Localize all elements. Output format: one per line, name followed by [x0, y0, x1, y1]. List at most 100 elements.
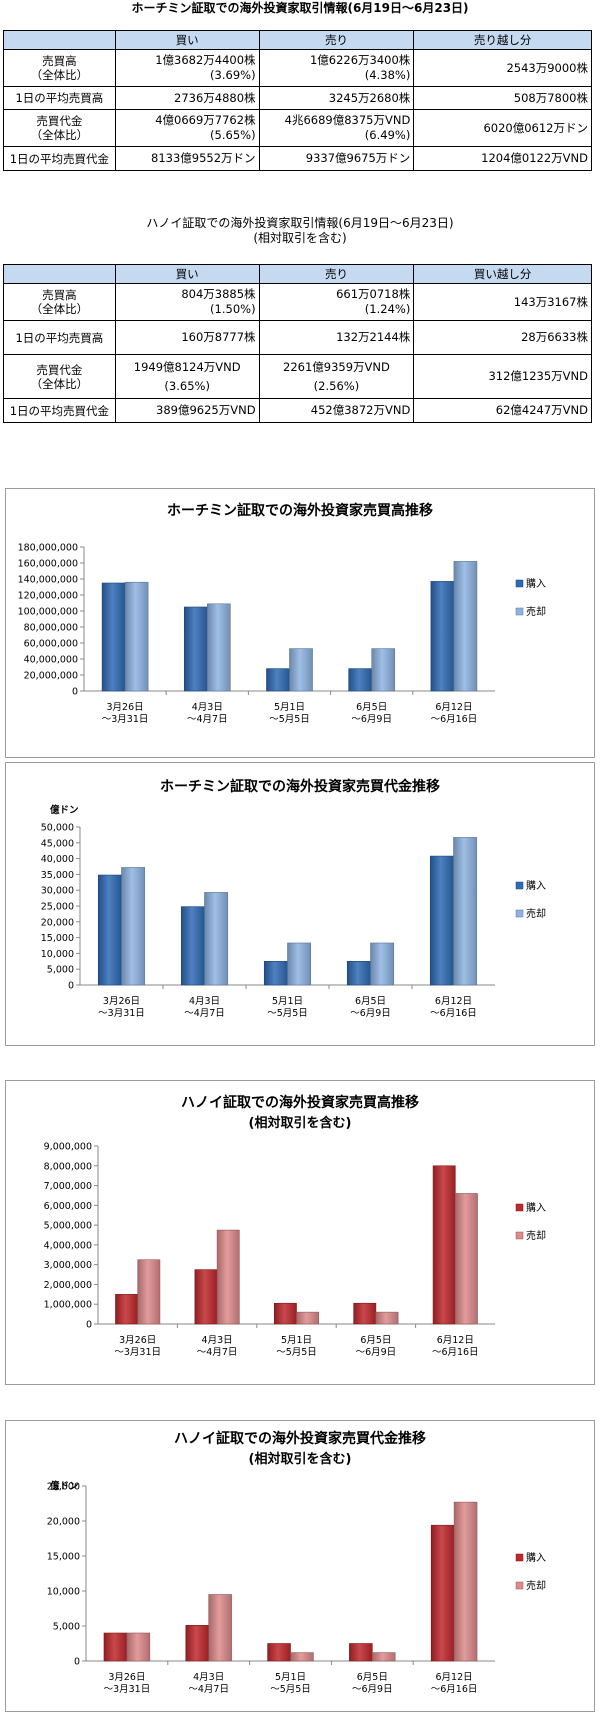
x-tick-label: 6月5日 — [360, 1335, 391, 1346]
bar-sell — [207, 603, 231, 692]
legend-swatch-sell — [515, 1581, 524, 1590]
bar-sell — [371, 1652, 396, 1662]
sell-ratio: (6.49%) — [364, 128, 411, 142]
x-tick-label: 4月3日 — [189, 996, 220, 1007]
row-label-text: 売買高 — [42, 288, 77, 302]
y-tick-label: 80,000,000 — [24, 623, 78, 634]
legend-label: 売却 — [526, 1579, 546, 1592]
header-cell: 買い越し分 — [413, 264, 592, 284]
buy-ratio: (1.50%) — [210, 302, 256, 316]
legend-swatch-sell — [515, 1231, 524, 1240]
legend-label: 売却 — [526, 907, 546, 920]
chart-title: ホーチミン証取での海外投資家売買代金推移 — [160, 778, 440, 795]
buy-value: 1億3682万4400株 — [155, 53, 256, 67]
x-tick-label: ～6月16日 — [432, 1347, 479, 1358]
sell-value: 4兆6689億8375万VND — [284, 113, 411, 127]
y-tick-label: 10,000 — [41, 949, 74, 960]
chart-panel-hcm-volume: ホーチミン証取での海外投資家売買高推移 0 20,000,000 40,000,000… — [5, 488, 595, 758]
buy-ratio: (5.65%) — [210, 128, 256, 142]
y-tick-label: 3,000,000 — [44, 1260, 92, 1271]
y-tick-label: 5,000 — [47, 965, 74, 976]
legend-swatch-sell — [515, 909, 524, 918]
bar-sell — [370, 942, 395, 986]
bar-sell — [287, 942, 312, 986]
net-cell: 1204億0122万VND — [413, 146, 592, 171]
y-tick-label: 50,000 — [41, 823, 74, 834]
bar-buy — [353, 1302, 377, 1325]
x-tick-label: 6月12日 — [437, 1335, 474, 1346]
chart-title: ハノイ証取での海外投資家売買代金推移 — [174, 1430, 426, 1447]
y-tick-label: 0 — [72, 687, 78, 698]
row-label-text: 売買代金 — [36, 114, 83, 128]
x-tick-label: ～3月31日 — [114, 1347, 161, 1358]
bar-buy — [346, 961, 371, 986]
bar-sell — [375, 1311, 399, 1325]
x-tick-label: ～6月16日 — [431, 1684, 478, 1695]
y-tick-label: 100,000,000 — [18, 607, 78, 618]
y-tick-label: 0 — [86, 1320, 92, 1331]
table-row: 売買高 （全体比） 1億3682万4400株 (3.69%) 1億6226万3400… — [3, 49, 592, 87]
row-label: 1日の平均売買高 — [3, 320, 116, 355]
bar-buy — [348, 668, 372, 692]
sell-cell: 661万0718株 (1.24%) — [258, 283, 415, 321]
hn-table-title-line2: (相対取引を含む) — [253, 231, 347, 245]
bar-sell — [454, 1193, 478, 1325]
chart-panel-hcm-value: ホーチミン証取での海外投資家売買代金推移 億ドン 0 5,000 10,000 15,00… — [5, 762, 595, 1046]
buy-value: 804万3885株 — [181, 287, 256, 301]
sell-ratio: (4.38%) — [364, 68, 411, 82]
hn-table: 買い 売り 買い越し分 売買高 （全体比） 804万3885株 (1.50%) 66… — [3, 264, 592, 423]
row-label: 売買代金 （全体比） — [3, 109, 116, 147]
y-unit-label: 億ドン — [50, 1480, 79, 1492]
y-tick-label: 4,000,000 — [44, 1240, 92, 1251]
buy-ratio: (3.65%) — [164, 378, 210, 393]
net-cell: 28万6633株 — [413, 320, 592, 355]
row-label: 売買代金 （全体比） — [3, 354, 116, 399]
chart-title: ハノイ証取での海外投資家売買高推移 — [181, 1094, 419, 1111]
net-cell: 312億1235万VND — [413, 354, 592, 399]
legend-swatch-buy — [515, 579, 524, 588]
x-tick-label: 4月3日 — [202, 1335, 233, 1346]
buy-cell: 1949億8124万VND (3.65%) — [114, 354, 260, 399]
x-tick-label: ～4月7日 — [197, 1347, 238, 1358]
y-tick-label: 40,000,000 — [24, 655, 78, 666]
hcm-volume-chart: ホーチミン証取での海外投資家売買高推移 0 20,000,000 40,000,000… — [18, 502, 546, 725]
legend-label: 購入 — [526, 1201, 546, 1214]
bar-sell — [290, 1652, 314, 1662]
bar-buy — [429, 855, 454, 986]
legend-swatch-sell — [515, 607, 524, 616]
row-label-sub: （全体比） — [30, 68, 89, 82]
hn-table-title-line1: ハノイ証取での海外投資家取引情報(6月19日～6月23日) — [146, 216, 454, 230]
y-tick-label: 40,000 — [41, 854, 74, 865]
legend-label: 購入 — [526, 1551, 546, 1564]
x-tick-label: 4月3日 — [193, 1672, 224, 1683]
y-tick-label: 7,000,000 — [44, 1181, 92, 1192]
bar-sell — [216, 1229, 240, 1325]
bar-sell — [453, 837, 478, 986]
legend-swatch-buy — [515, 1203, 524, 1212]
y-tick-label: 5,000,000 — [44, 1221, 92, 1232]
header-cell: 売り — [258, 30, 415, 50]
bar-sell — [124, 581, 149, 692]
net-cell: 62億4247万VND — [413, 398, 592, 423]
y-tick-label: 160,000,000 — [18, 559, 78, 570]
x-tick-label: ～3月31日 — [98, 1008, 145, 1019]
bar-buy — [194, 1269, 218, 1325]
y-tick-label: 0 — [74, 1657, 80, 1668]
x-tick-label: ～6月9日 — [351, 714, 392, 725]
bar-buy — [349, 1643, 373, 1662]
bar-sell — [137, 1259, 161, 1325]
row-label: 売買高 （全体比） — [3, 283, 116, 321]
bar-sell — [126, 1632, 151, 1662]
x-tick-label: 3月26日 — [107, 702, 144, 713]
y-tick-label: 1,000,000 — [44, 1300, 92, 1311]
bar-sell — [289, 648, 313, 692]
buy-cell: 804万3885株 (1.50%) — [114, 283, 260, 321]
row-label: 1日の平均売買代金 — [3, 146, 116, 171]
header-cell: 買い — [114, 30, 260, 50]
y-tick-label: 15,000 — [41, 933, 74, 944]
y-tick-label: 25,000 — [47, 1482, 80, 1493]
buy-cell: 389億9625万VND — [114, 398, 260, 423]
sell-cell: 2261億9359万VND (2.56%) — [258, 354, 415, 399]
row-label: 1日の平均売買代金 — [3, 398, 116, 423]
x-tick-label: 6月12日 — [436, 1672, 473, 1683]
